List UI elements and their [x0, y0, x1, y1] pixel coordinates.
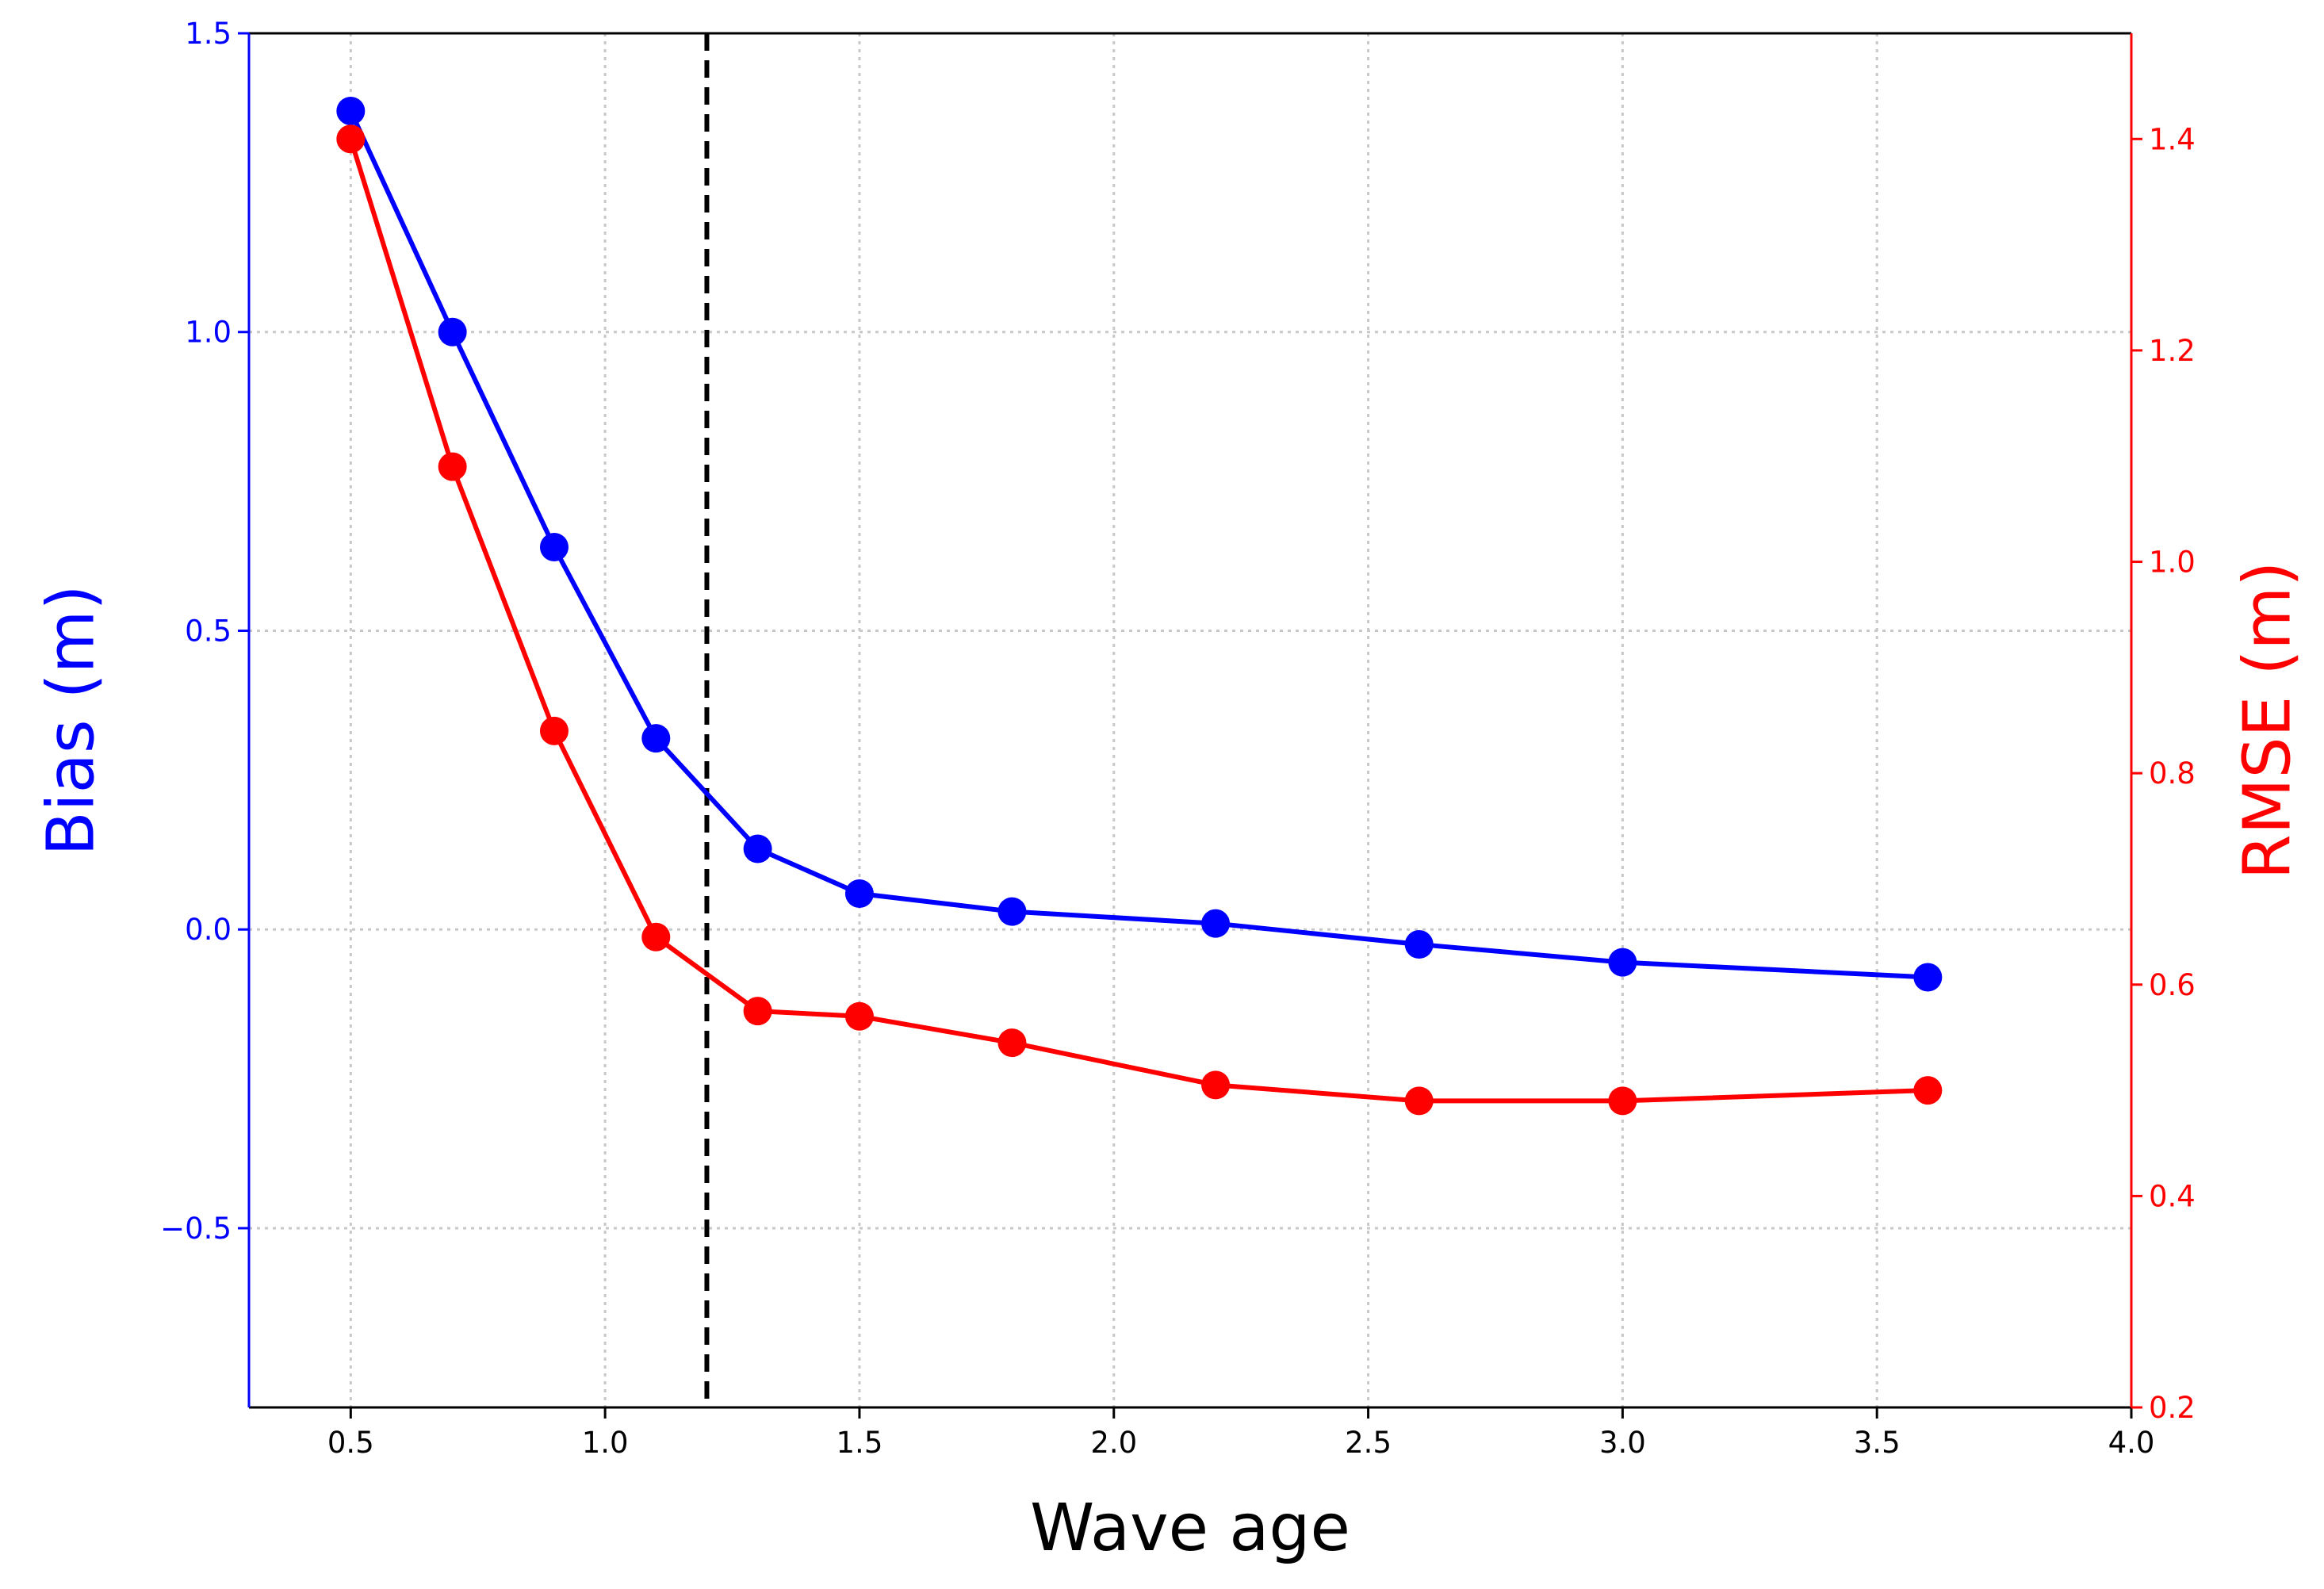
- series-bias: [336, 96, 1943, 992]
- data-point-bias: [1608, 948, 1637, 977]
- right-tick-label: 0.4: [2149, 1179, 2196, 1213]
- axes: [247, 32, 2133, 1409]
- x-tick-label: 3.5: [1854, 1426, 1901, 1460]
- right-tick-label: 1.2: [2149, 334, 2196, 368]
- x-tick-label: 0.5: [327, 1426, 374, 1460]
- data-point-rmse: [844, 1001, 874, 1031]
- left-axis-title: Bias (m): [33, 585, 109, 856]
- left-tick-label: 1.5: [185, 17, 232, 51]
- x-tick-label: 4.0: [2108, 1426, 2155, 1460]
- x-tick-label: 2.0: [1090, 1426, 1137, 1460]
- data-point-rmse: [1913, 1076, 1943, 1105]
- x-tick-label: 2.5: [1345, 1426, 1392, 1460]
- right-axis-title: RMSE (m): [2230, 561, 2305, 880]
- data-point-rmse: [997, 1028, 1027, 1058]
- series-line-bias: [348, 109, 1928, 980]
- data-point-bias: [997, 897, 1027, 926]
- right-tick-label: 1.0: [2149, 546, 2196, 580]
- left-tick-label: 0.0: [185, 913, 232, 947]
- grid: [249, 32, 2133, 1407]
- data-point-rmse: [1201, 1070, 1231, 1100]
- data-point-rmse: [1404, 1086, 1434, 1116]
- data-point-bias: [641, 724, 671, 753]
- data-point-rmse: [1608, 1086, 1637, 1116]
- right-tick-label: 0.6: [2149, 968, 2196, 1002]
- data-point-bias: [438, 317, 467, 347]
- data-point-bias: [336, 96, 366, 125]
- x-tick-label: 1.0: [582, 1426, 629, 1460]
- data-point-bias: [1201, 909, 1231, 938]
- data-point-bias: [1913, 963, 1943, 992]
- data-point-rmse: [438, 452, 467, 481]
- data-point-bias: [539, 532, 569, 561]
- series-layer: [336, 96, 1943, 1116]
- data-point-rmse: [539, 716, 569, 745]
- data-point-bias: [743, 834, 772, 863]
- right-tick-label: 0.2: [2149, 1391, 2196, 1425]
- left-tick-label: 0.5: [185, 614, 232, 648]
- data-point-rmse: [641, 922, 671, 951]
- left-tick-label: −0.5: [160, 1212, 232, 1246]
- series-rmse: [336, 124, 1943, 1116]
- left-tick-label: 1.0: [185, 316, 232, 350]
- data-point-rmse: [336, 124, 366, 154]
- x-axis-title: Wave age: [1030, 1491, 1350, 1566]
- data-point-bias: [844, 879, 874, 909]
- right-tick-label: 1.4: [2149, 122, 2196, 156]
- series-line-rmse: [348, 138, 1928, 1104]
- right-tick-label: 0.8: [2149, 756, 2196, 791]
- x-tick-label: 3.0: [1599, 1426, 1646, 1460]
- axis-titles: Wave age Bias (m) RMSE (m): [33, 561, 2305, 1566]
- data-point-bias: [1404, 930, 1434, 959]
- data-point-rmse: [743, 997, 772, 1026]
- x-tick-label: 1.5: [837, 1426, 883, 1460]
- ticks: 0.5 1.0 1.5 2.0 2.5 3.0 3.5 4.0 −0.5 0.0 0.5 1.0 1.5…: [160, 17, 2196, 1460]
